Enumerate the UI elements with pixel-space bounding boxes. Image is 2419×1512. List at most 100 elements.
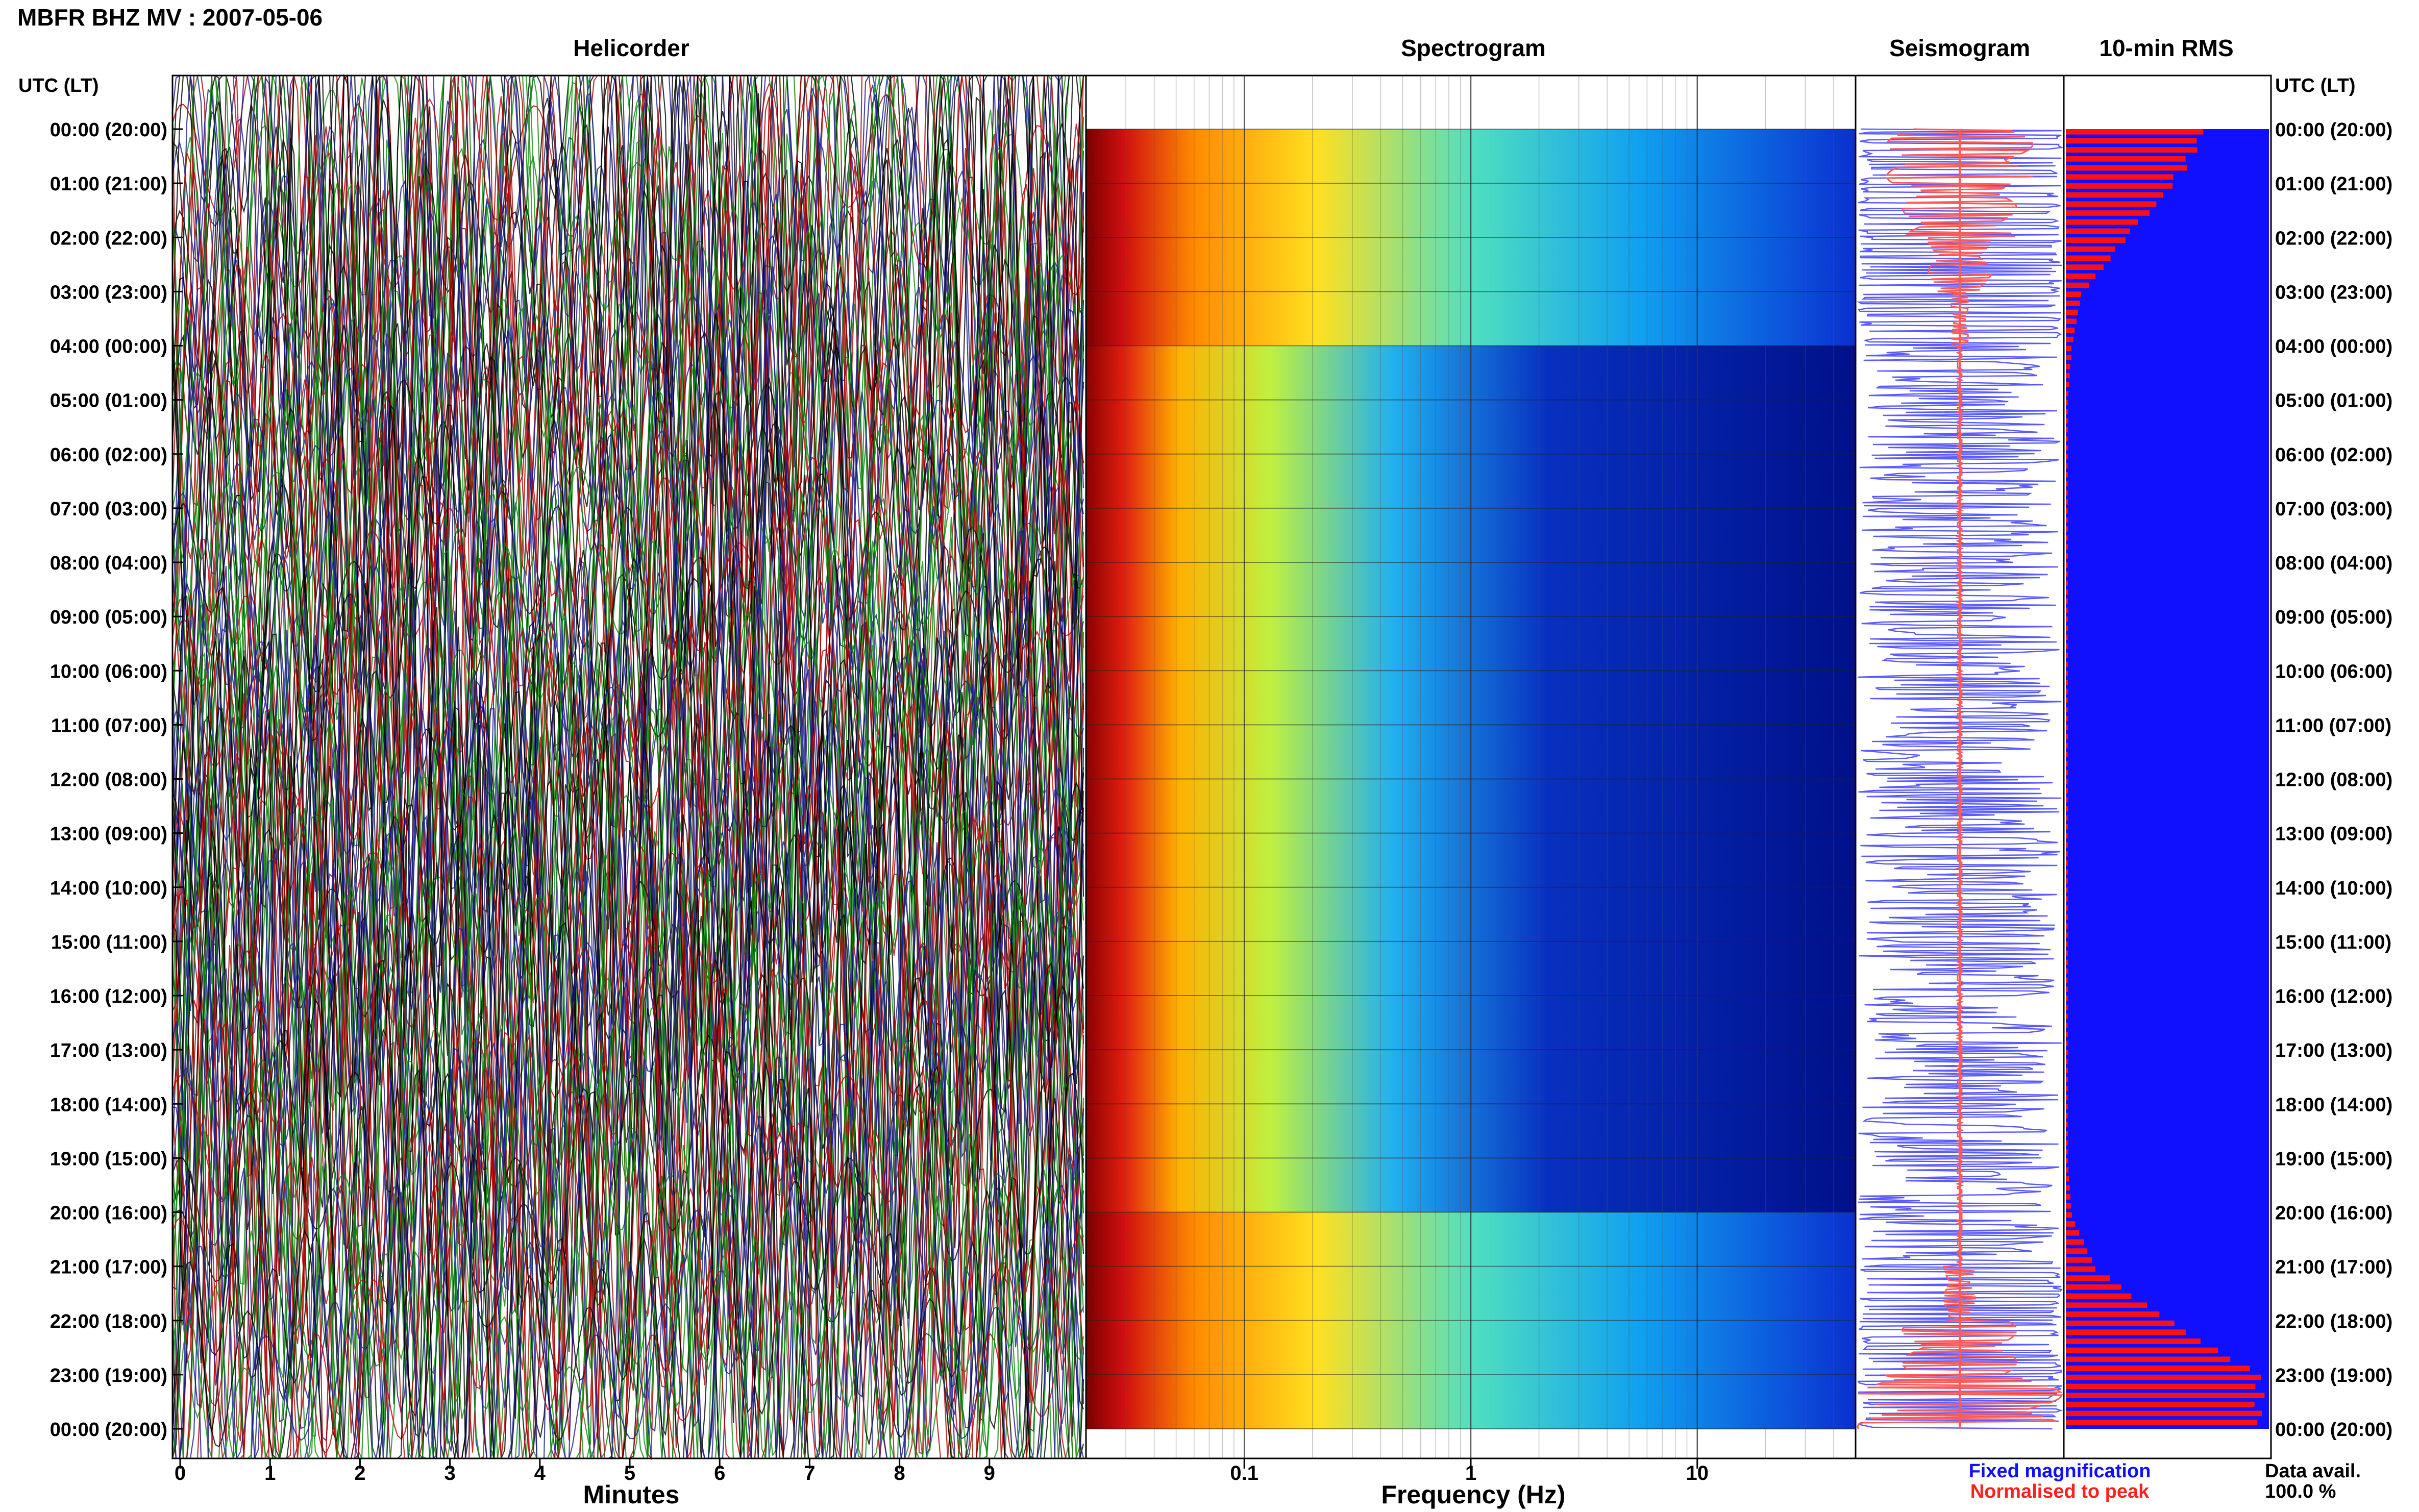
rms-bar	[2066, 274, 2096, 279]
rms-bar	[2066, 1131, 2068, 1136]
freq-tick-label: 10	[1686, 1462, 1709, 1484]
rms-bar	[2066, 1085, 2068, 1092]
rms-bar	[2066, 986, 2068, 992]
rms-bar	[2066, 1293, 2132, 1299]
rms-bar	[2066, 535, 2068, 541]
rms-bar	[2066, 1185, 2070, 1191]
y-tick-label-right: 10:00 (06:00)	[2275, 661, 2392, 682]
rms-bar	[2066, 1257, 2092, 1263]
rms-bar	[2066, 1040, 2068, 1046]
rms-bar	[2066, 1339, 2201, 1344]
rms-bar	[2066, 454, 2068, 460]
rms-bar	[2066, 833, 2068, 839]
rms-bar	[2066, 996, 2068, 1001]
minutes-axis: 0 1 2 3 4 5 6 7 8 9	[175, 1458, 995, 1484]
right-axis-header: UTC (LT)	[2275, 75, 2356, 96]
rms-bar	[2066, 1320, 2175, 1326]
rms-title: 10-min RMS	[2099, 35, 2233, 61]
legend-fixed-magnification: Fixed magnification	[1969, 1460, 2151, 1482]
y-tick-label-left: 00:00 (20:00)	[50, 119, 167, 141]
y-tick-label-right: 13:00 (09:00)	[2275, 824, 2392, 845]
rms-bar	[2066, 589, 2068, 595]
minute-tick-label: 1	[264, 1462, 276, 1484]
y-tick-label-left: 17:00 (13:00)	[50, 1040, 167, 1061]
rms-bar	[2066, 779, 2068, 785]
y-tick-label-left: 02:00 (22:00)	[50, 228, 167, 249]
y-tick-label-right: 18:00 (14:00)	[2275, 1094, 2392, 1116]
rms-bar	[2066, 797, 2068, 803]
freq-tick-label: 1	[1465, 1462, 1476, 1484]
rms-bar	[2066, 1374, 2261, 1380]
rms-bar	[2066, 499, 2068, 505]
rms-bar	[2066, 1058, 2068, 1064]
rms-bar	[2066, 363, 2070, 369]
rms-bars	[2066, 129, 2269, 1429]
rms-bar	[2066, 1031, 2068, 1037]
helicorder-trace	[172, 887, 1084, 1459]
y-tick-label-left: 21:00 (17:00)	[50, 1257, 167, 1278]
rms-bar	[2066, 490, 2068, 496]
y-tick-label-left: 06:00 (02:00)	[50, 444, 167, 466]
helicorder-trace	[171, 428, 1084, 859]
helicorder-trace	[171, 831, 1084, 1403]
rms-bar	[2066, 481, 2068, 487]
rms-bar	[2066, 1383, 2256, 1390]
helicorder-trace	[171, 392, 1084, 1056]
y-tick-label-right: 02:00 (22:00)	[2275, 228, 2392, 249]
y-tick-label-left: 11:00 (07:00)	[51, 715, 167, 736]
rms-bar	[2066, 301, 2080, 306]
helicorder-trace	[171, 403, 1084, 1020]
rms-bar	[2066, 1176, 2069, 1182]
rms-bar	[2066, 156, 2186, 162]
helicorder-trace	[172, 830, 1084, 1459]
helicorder-title: Helicorder	[573, 35, 689, 61]
rms-bar	[2066, 544, 2068, 550]
helicorder-trace	[171, 483, 1084, 987]
rms-bar	[2066, 1230, 2080, 1236]
rms-bar	[2066, 707, 2068, 712]
rms-bar	[2066, 508, 2068, 514]
rms-bar	[2066, 1203, 2071, 1209]
rms-bar	[2066, 652, 2068, 658]
helicorder-trace	[171, 1052, 1084, 1459]
rms-bar	[2066, 616, 2068, 622]
rms-bar	[2066, 219, 2138, 225]
rms-bar	[2066, 246, 2115, 252]
y-axis-right: 00:00 (20:00) 01:00 (21:00) 02:00 (22:00) 0…	[2275, 119, 2392, 1441]
y-tick-label-right: 17:00 (13:00)	[2275, 1040, 2392, 1061]
minute-tick-label: 4	[534, 1462, 546, 1484]
y-tick-label-left: 23:00 (19:00)	[50, 1365, 167, 1386]
rms-bar	[2066, 625, 2068, 631]
helicorder-trace	[172, 1012, 1084, 1459]
rms-bar	[2066, 138, 2197, 144]
rms-bar	[2066, 165, 2187, 171]
rms-bar	[2066, 336, 2074, 342]
rms-bar	[2066, 698, 2068, 703]
minute-tick-label: 6	[714, 1462, 725, 1484]
rms-bar	[2066, 869, 2068, 875]
rms-bar	[2066, 418, 2068, 424]
rms-bar	[2066, 1140, 2068, 1146]
y-tick-label-right: 15:00 (11:00)	[2275, 932, 2391, 953]
helicorder-trace	[171, 959, 1084, 1459]
rms-bar	[2066, 941, 2068, 947]
legend-normalised-to-peak: Normalised to peak	[1970, 1481, 2150, 1502]
rms-bar	[2066, 661, 2068, 667]
helicorder-trace	[171, 75, 1084, 527]
rms-bar	[2066, 1004, 2068, 1010]
rms-bar	[2066, 1266, 2095, 1272]
rms-bar	[2066, 210, 2150, 216]
y-tick-label-right: 11:00 (07:00)	[2275, 715, 2391, 736]
y-tick-label-right: 19:00 (15:00)	[2275, 1148, 2392, 1170]
rms-bar	[2066, 688, 2068, 695]
helicorder-trace	[171, 165, 1084, 904]
y-tick-label-right: 00:00 (20:00)	[2275, 1419, 2392, 1441]
minute-tick-label: 2	[354, 1462, 365, 1484]
rms-bar	[2066, 264, 2104, 270]
y-tick-label-right: 04:00 (00:00)	[2275, 336, 2392, 358]
rms-bar	[2066, 147, 2198, 153]
minute-tick-label: 3	[444, 1462, 455, 1484]
helicorder-trace	[171, 861, 1084, 1402]
rms-bar	[2066, 932, 2068, 938]
rms-bar	[2066, 598, 2068, 604]
